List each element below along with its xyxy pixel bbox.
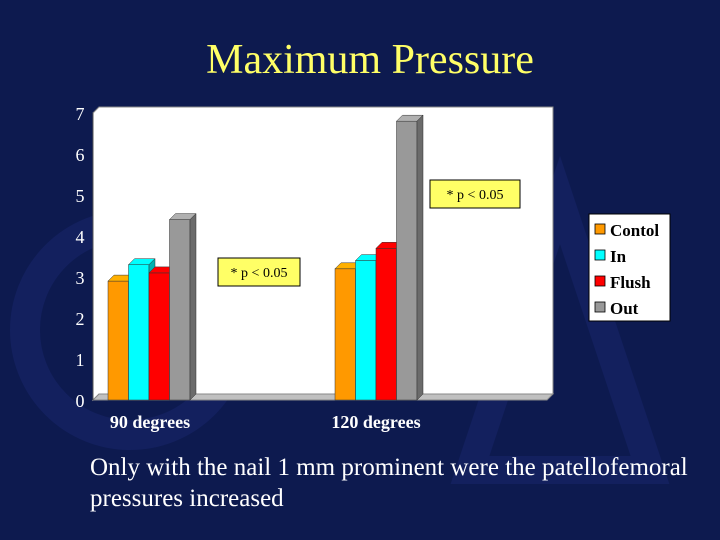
y-tick-label: 3 xyxy=(76,268,85,288)
bar-front xyxy=(396,120,418,401)
y-axis: 0 1 2 3 4 5 6 7 xyxy=(76,104,85,411)
y-tick-label: 7 xyxy=(76,104,85,124)
bar-front xyxy=(107,280,129,401)
annotation-box xyxy=(429,179,521,209)
y-tick-label: 0 xyxy=(76,391,85,411)
bar-front xyxy=(334,268,356,401)
y-tick-label: 4 xyxy=(76,227,85,247)
annotation-box xyxy=(217,257,301,287)
bar-side xyxy=(416,114,424,401)
bar-front xyxy=(148,272,170,401)
legend-swatch xyxy=(594,223,606,235)
x-axis: 90 degrees 120 degrees xyxy=(110,412,421,432)
bar xyxy=(168,212,197,401)
y-tick-label: 5 xyxy=(76,186,85,206)
y-tick-label: 2 xyxy=(76,309,85,329)
legend-swatch xyxy=(594,249,606,261)
bar-front xyxy=(169,219,191,401)
bar-front xyxy=(128,264,150,401)
annotations: * p < 0.05 * p < 0.05 xyxy=(217,179,521,287)
bar xyxy=(395,114,424,401)
bar-side xyxy=(189,212,197,401)
legend-label: In xyxy=(610,247,627,266)
y-tick-label: 1 xyxy=(76,350,85,370)
bars xyxy=(107,114,424,401)
x-tick-label: 90 degrees xyxy=(110,412,190,432)
x-tick-label: 120 degrees xyxy=(331,412,420,432)
bar-front xyxy=(355,260,377,401)
annotation-text: * p < 0.05 xyxy=(447,188,504,203)
legend-swatch xyxy=(594,275,606,287)
annotation: * p < 0.05 xyxy=(429,179,521,209)
legend-label: Out xyxy=(610,299,639,318)
y-tick-label: 6 xyxy=(76,145,85,165)
legend: Contol In Flush Out xyxy=(588,213,671,322)
slide-title: Maximum Pressure xyxy=(206,37,534,83)
annotation-text: * p < 0.05 xyxy=(231,266,288,281)
annotation: * p < 0.05 xyxy=(217,257,301,287)
legend-swatch xyxy=(594,301,606,313)
slide-caption: Only with the nail 1 mm prominent were t… xyxy=(90,454,688,512)
bar-front xyxy=(375,248,397,401)
legend-label: Flush xyxy=(610,273,651,292)
legend-label: Contol xyxy=(610,221,659,240)
